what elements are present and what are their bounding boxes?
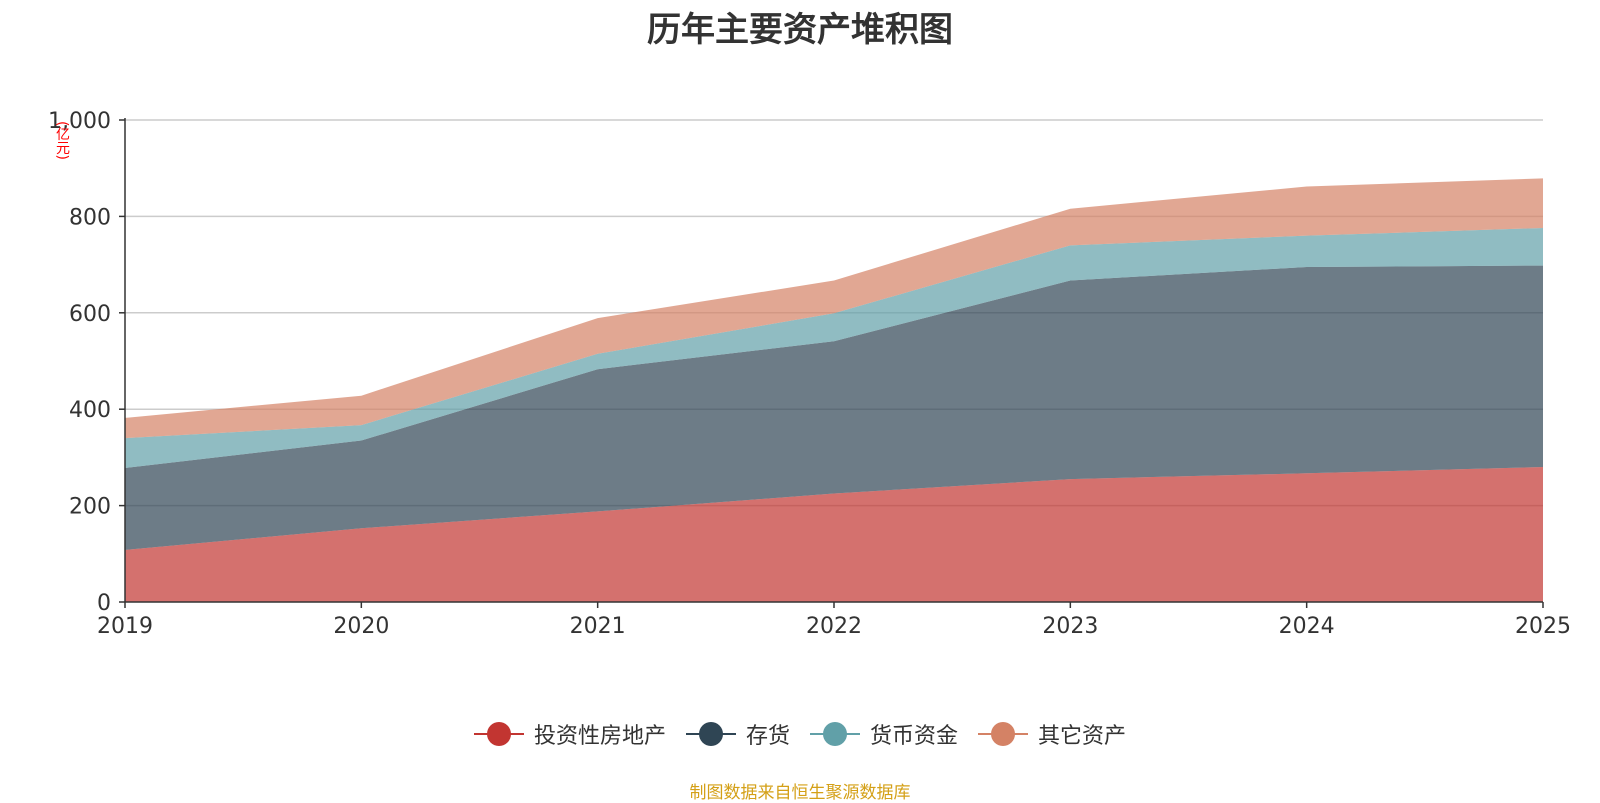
legend-marker-1 [685, 722, 736, 746]
legend-marker-0 [473, 722, 524, 746]
area-series-3 [125, 178, 1543, 439]
y-tick-label-3: 600 [69, 302, 111, 327]
area-series-1 [125, 265, 1543, 550]
x-tick-label-0: 2019 [97, 614, 153, 639]
legend-marker-3 [978, 722, 1029, 746]
legend: 投资性房地产 存货 货币资金 其它资产 [0, 718, 1600, 750]
x-tick-label-5: 2024 [1279, 614, 1335, 639]
legend-item-2[interactable]: 货币资金 [810, 718, 958, 750]
area-series-2 [125, 227, 1543, 469]
x-tick-label-1: 2020 [333, 614, 389, 639]
y-tick-label-2: 400 [69, 398, 111, 423]
x-tick-label-6: 2025 [1515, 614, 1571, 639]
legend-item-3[interactable]: 其它资产 [978, 718, 1126, 750]
legend-label-1: 存货 [745, 724, 790, 749]
x-tick-label-2: 2021 [570, 614, 626, 639]
area-series [125, 178, 1543, 602]
legend-item-1[interactable]: 存货 [685, 718, 790, 750]
y-axis-unit-label: (亿元) [54, 121, 70, 160]
y-tick-label-5: 1,000 [48, 109, 111, 134]
y-tick-label-1: 200 [69, 495, 111, 520]
legend-label-2: 货币资金 [870, 724, 959, 749]
source-note: 制图数据来自恒生聚源数据库 [689, 783, 911, 803]
x-tick-label-3: 2022 [806, 614, 862, 639]
y-tick-label-0: 0 [97, 591, 111, 616]
x-tick-label-4: 2023 [1042, 614, 1098, 639]
chart-plot: 0 200 400 600 800 1,000 2019 2020 2021 2022 2023 20… [48, 109, 1571, 639]
legend-marker-2 [810, 722, 860, 746]
axes: 0 200 400 600 800 1,000 2019 2020 2021 2022 2023 20… [48, 109, 1571, 639]
legend-label-0: 投资性房地产 [533, 724, 666, 749]
legend-label-3: 其它资产 [1038, 724, 1127, 749]
legend-item-0[interactable]: 投资性房地产 [473, 718, 666, 750]
chart-title: 历年主要资产堆积图 [647, 10, 953, 50]
y-tick-label-4: 800 [69, 205, 111, 230]
area-series-0 [125, 467, 1543, 602]
